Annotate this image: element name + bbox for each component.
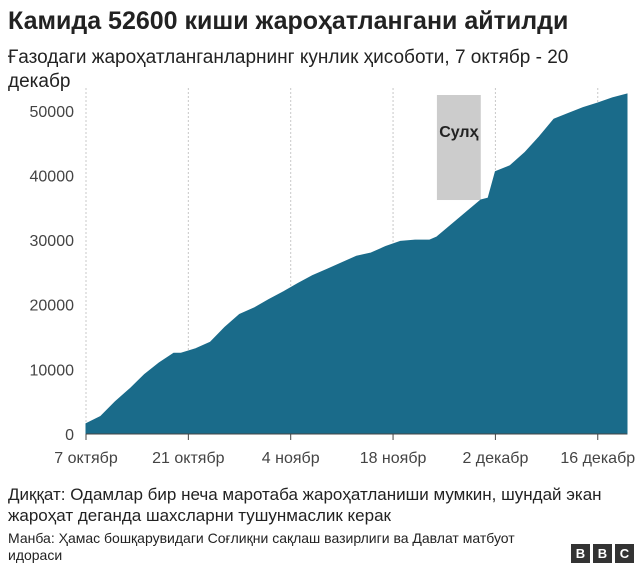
- y-tick-label: 40000: [30, 168, 75, 185]
- ceasefire-label: Сулҳ: [439, 124, 478, 141]
- y-tick-label: 10000: [30, 362, 75, 379]
- annotation-layer: Сулҳ: [439, 124, 478, 141]
- bbc-logo: B B C: [571, 544, 634, 563]
- x-tick-label: 18 ноябр: [360, 450, 427, 467]
- ceasefire-rect: [436, 95, 481, 201]
- ceasefire-band: [436, 95, 481, 201]
- y-tick-label: 30000: [30, 233, 75, 250]
- chart-area: 0 10000 20000 30000 40000 50000 7 октябр 21 ок…: [30, 88, 635, 467]
- y-tick-label: 50000: [30, 104, 75, 121]
- chart-source: Манба: Ҳамас бошқарувидаги Соғлиқни сақл…: [8, 530, 515, 563]
- bbc-logo-letter: B: [571, 544, 590, 563]
- y-axis: 0 10000 20000 30000 40000 50000: [30, 104, 75, 444]
- injured-area: [85, 93, 628, 435]
- series-area: [85, 93, 628, 435]
- bbc-logo-letter: B: [593, 544, 612, 563]
- chart-title: Камида 52600 киши жароҳатлангани айтилди: [8, 7, 569, 35]
- chart-subtitle: Ғазодаги жароҳатланганларнинг кунлик ҳис…: [8, 47, 569, 92]
- x-tick-label: 4 ноябр: [262, 450, 320, 467]
- x-tick-label: 21 октябр: [152, 450, 224, 467]
- x-axis: 7 октябр 21 октябр 4 ноябр 18 ноябр 2 декабр…: [54, 433, 635, 467]
- y-tick-label: 20000: [30, 298, 75, 315]
- chart-note: Диққат: Одамлар бир неча маротаба жароҳа…: [8, 485, 602, 525]
- bbc-logo-letter: C: [615, 544, 634, 563]
- x-tick-label: 2 декабр: [462, 450, 528, 467]
- x-tick-label: 16 декабр: [560, 450, 635, 467]
- x-tick-label: 7 октябр: [54, 450, 118, 467]
- y-tick-label: 0: [65, 427, 74, 444]
